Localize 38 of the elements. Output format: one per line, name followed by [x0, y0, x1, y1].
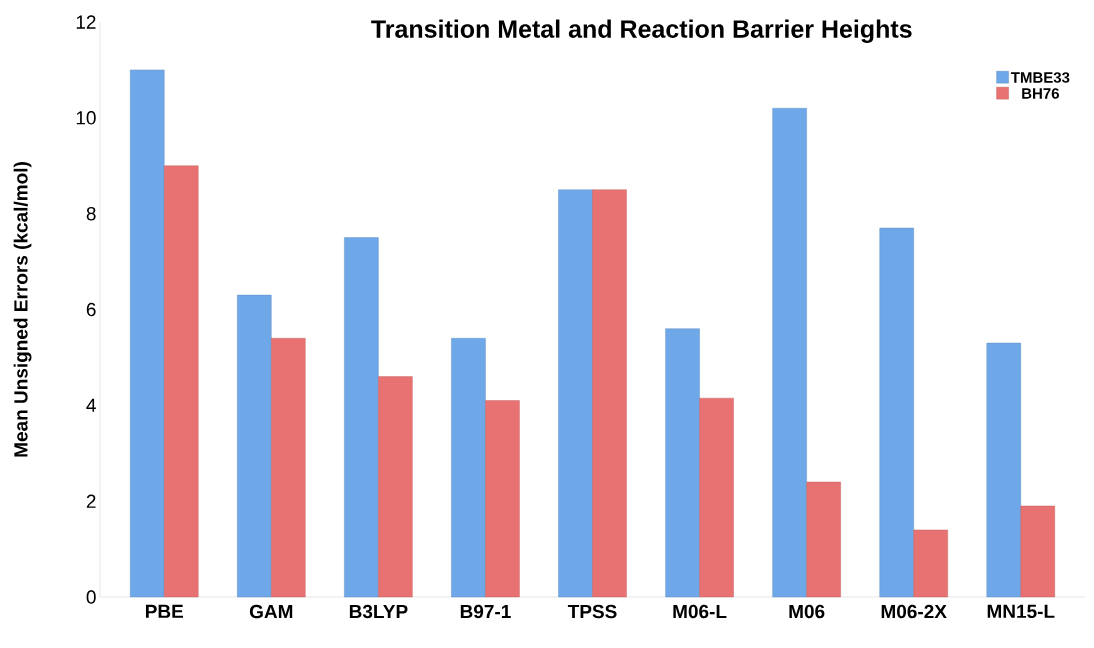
bar — [772, 108, 807, 598]
bar — [592, 189, 627, 598]
chart-title: Transition Metal and Reaction Barrier Heights — [371, 19, 912, 43]
bar — [451, 338, 486, 598]
bar — [1020, 505, 1055, 598]
y-axis-title: Mean Unsigned Errors (kcal/mol) — [13, 162, 32, 457]
x-tick-label: B3LYP — [349, 604, 408, 619]
legend-label: TMBE33 — [1010, 72, 1070, 83]
bar — [237, 294, 272, 598]
bar — [378, 376, 413, 598]
x-tick-label: MN15-L — [987, 604, 1055, 619]
bar — [344, 237, 379, 598]
x-tick-label: M06-2X — [881, 604, 947, 619]
y-tick-label: 0 — [86, 590, 96, 604]
bar — [699, 397, 734, 598]
bar — [164, 165, 199, 598]
x-tick-label: PBE — [145, 604, 184, 618]
bar — [558, 189, 593, 598]
y-tick-label: 12 — [76, 15, 96, 29]
x-tick-label: M06 — [789, 604, 825, 619]
bar — [665, 328, 700, 598]
y-tick-label: 4 — [86, 398, 96, 412]
y-tick-label: 8 — [86, 206, 96, 221]
bar — [913, 529, 948, 598]
y-tick-label: 2 — [86, 494, 96, 508]
bar — [271, 338, 306, 598]
legend-label: BH76 — [1022, 88, 1059, 99]
bar — [986, 342, 1021, 598]
y-tick-label: 6 — [86, 302, 96, 317]
x-tick-label: TPSS — [567, 604, 617, 619]
x-tick-label: GAM — [249, 604, 293, 619]
y-tick-label: 10 — [76, 111, 96, 125]
bar — [806, 481, 841, 598]
x-tick-label: B97-1 — [460, 604, 511, 619]
bar — [130, 69, 165, 598]
bar — [485, 400, 520, 598]
x-tick-label: M06-L — [673, 604, 727, 619]
bar — [879, 227, 914, 598]
